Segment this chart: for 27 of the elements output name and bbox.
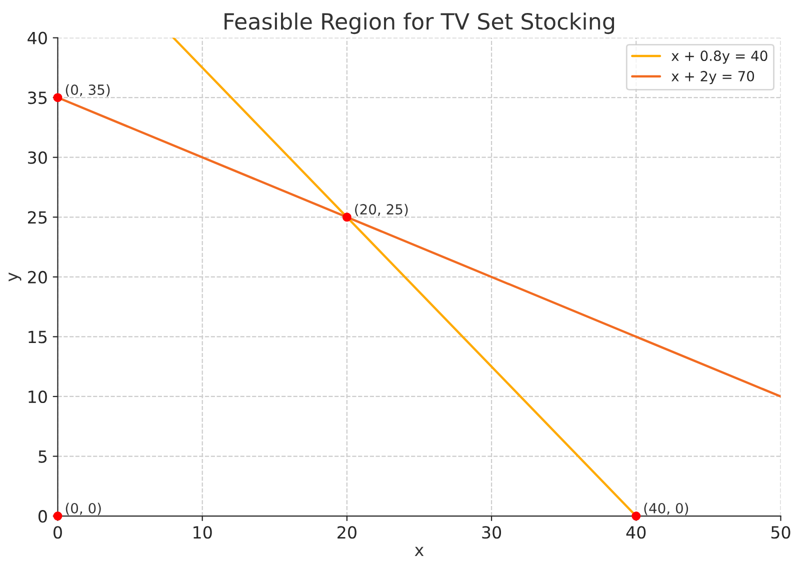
- x-tick-label: 0: [54, 526, 62, 539]
- x-tick-label: 50: [771, 526, 790, 539]
- legend-label: x + 0.8y = 40: [671, 50, 768, 64]
- annotation: (0, 0): [66, 502, 101, 516]
- x-tick-label: 20: [338, 526, 356, 539]
- y-tick-label: 35: [28, 92, 47, 104]
- y-tick-label: 20: [28, 270, 47, 284]
- y-tick-label: 40: [28, 32, 47, 44]
- annotation: (40, 0): [644, 502, 688, 516]
- y-tick-label: 10: [28, 390, 47, 404]
- y-tick-label: 15: [28, 330, 47, 344]
- annotation: (20, 25): [355, 204, 408, 216]
- point: [342, 212, 352, 222]
- y-tick-label: 25: [28, 211, 47, 224]
- chart-title: Feasible Region for TV Set Stocking: [224, 12, 614, 34]
- y-tick-label: 30: [28, 151, 47, 164]
- y-tick-label: 0: [38, 510, 47, 523]
- point: [53, 93, 62, 102]
- x-tick-label: 40: [626, 526, 646, 539]
- legend-label: x + 2y = 70: [671, 70, 754, 84]
- annotation: (0, 35): [66, 84, 110, 97]
- point: [632, 512, 641, 521]
- x-tick-label: 30: [482, 526, 502, 539]
- y-tick-label: 5: [38, 450, 47, 463]
- y-axis-title: y: [8, 272, 22, 282]
- x-tick-label: 10: [194, 526, 212, 539]
- x-axis-title: x: [414, 546, 424, 556]
